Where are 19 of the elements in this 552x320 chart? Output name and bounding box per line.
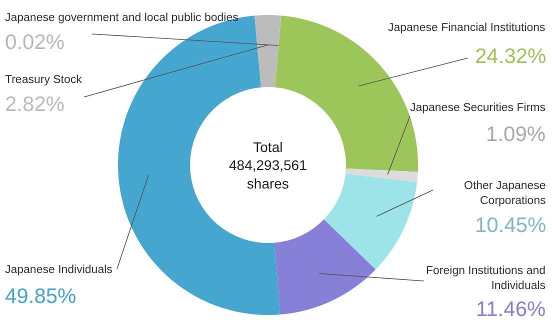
data-label: 49.85% (5, 285, 76, 308)
slice-label: Japanese government and local public bodies (5, 12, 239, 24)
slice-label: Foreign Institutions and Individuals (426, 265, 546, 292)
slice-label: Japanese Securities Firms (410, 102, 546, 114)
data-label: 24.32% (475, 45, 546, 68)
data-label: 11.46% (476, 298, 546, 320)
slice-label: Treasury Stock (5, 74, 82, 86)
donut-slice (254, 15, 282, 88)
slice-label: Other Japanese Corporations (464, 180, 546, 207)
donut-slice (345, 168, 418, 182)
data-label: 10.45% (475, 214, 546, 237)
slice-label: Japanese Financial Institutions (388, 22, 546, 34)
text: Total 484,293,561 shares (229, 139, 308, 192)
slice-label: Japanese Individuals (5, 264, 113, 276)
donut-slice (324, 174, 418, 270)
data-label: 1.09% (486, 123, 546, 146)
data-label: 2.82% (5, 93, 65, 116)
donut-slice (274, 219, 376, 315)
data-label: 0.02% (5, 31, 65, 54)
